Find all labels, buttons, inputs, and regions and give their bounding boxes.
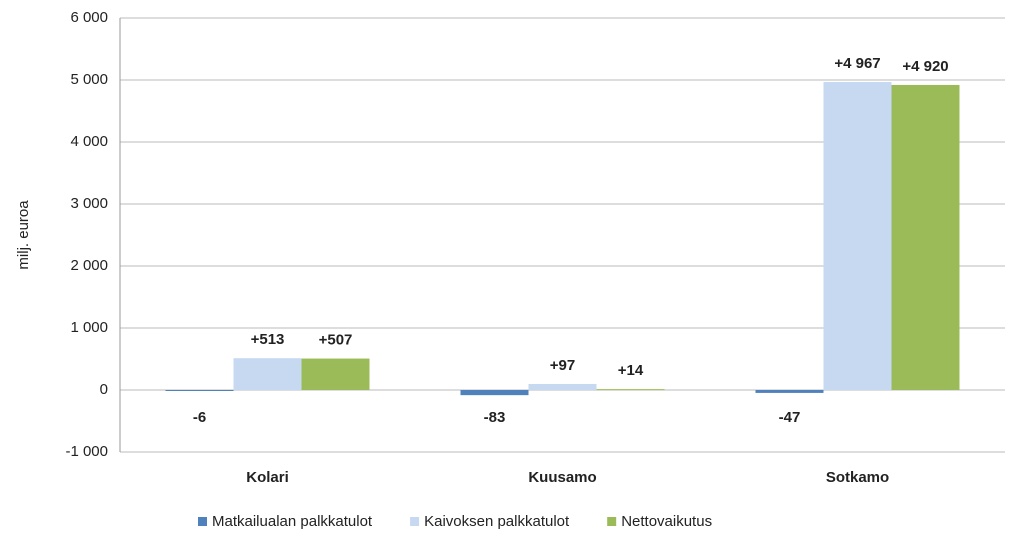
y-tick-label: 0	[100, 381, 108, 398]
legend-label: Matkailualan palkkatulot	[212, 513, 373, 530]
value-label: -83	[484, 409, 506, 426]
x-tick-label: Sotkamo	[826, 469, 889, 486]
bar	[165, 390, 234, 391]
y-tick-label: 6 000	[70, 9, 108, 26]
value-label: +14	[618, 362, 644, 379]
y-tick-label: -1 000	[65, 443, 108, 460]
legend-swatch	[410, 517, 420, 526]
legend-swatch	[607, 517, 617, 526]
legend-swatch	[198, 517, 207, 526]
value-label: +507	[319, 332, 353, 349]
value-label: +513	[251, 331, 285, 348]
bar	[755, 390, 824, 393]
y-axis-label: milj. euroa	[15, 200, 32, 270]
y-tick-label: 4 000	[70, 133, 108, 150]
bar	[596, 389, 665, 391]
bar	[460, 390, 529, 396]
y-tick-label: 5 000	[70, 71, 108, 88]
bar	[823, 82, 892, 391]
value-label: -47	[779, 409, 801, 426]
x-tick-label: Kolari	[246, 469, 289, 486]
legend-label: Kaivoksen palkkatulot	[424, 513, 570, 530]
y-tick-label: 2 000	[70, 257, 108, 274]
bar	[528, 383, 597, 390]
bar	[233, 358, 302, 390]
x-tick-label: Kuusamo	[528, 469, 596, 486]
value-label: +4 920	[902, 58, 948, 75]
bar	[301, 358, 370, 390]
value-label: +4 967	[834, 55, 880, 72]
value-label: -6	[193, 409, 206, 426]
y-tick-label: 3 000	[70, 195, 108, 212]
value-label: +97	[550, 357, 575, 374]
bar	[891, 84, 960, 391]
y-tick-label: 1 000	[70, 319, 108, 336]
legend-label: Nettovaikutus	[621, 513, 712, 530]
